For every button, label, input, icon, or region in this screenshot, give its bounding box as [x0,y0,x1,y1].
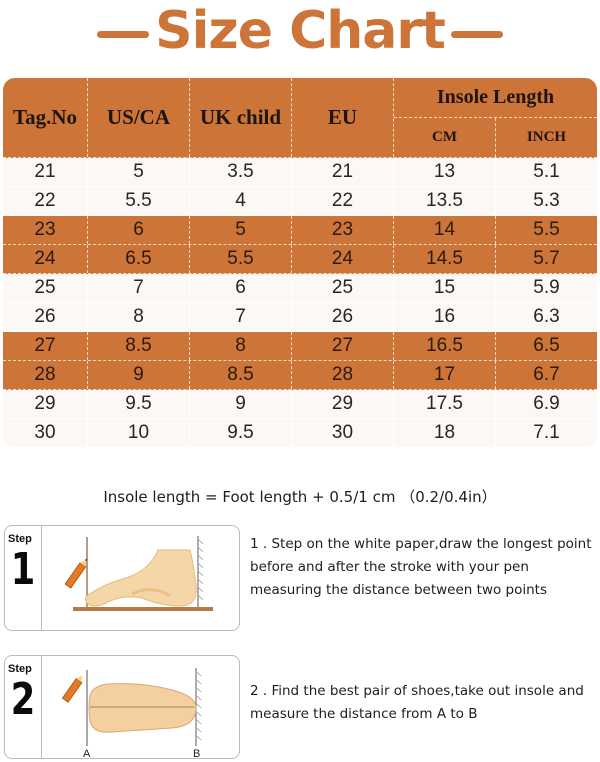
header-us-ca: US/CA [88,78,190,157]
cell-uk-child: 4 [190,187,292,215]
cell-tag-no: 30 [3,419,88,447]
cell-us-ca: 5 [88,158,190,186]
cell-eu: 25 [292,274,394,302]
title-left-dash [97,30,150,38]
cell-us-ca: 6 [88,216,190,244]
cell-eu: 21 [292,158,394,186]
table-row: 26 8 7 26 16 6.3 [3,303,597,332]
table-row: 30 10 9.5 30 18 7.1 [3,419,597,448]
insole-formula: Insole length = Foot length + 0.5/1 cm （… [103,488,497,506]
cell-eu: 24 [292,245,394,273]
cell-uk-child: 9.5 [190,419,292,447]
cell-us-ca: 8.5 [88,332,190,360]
step-1-instruction: 1 . Step on the white paper,draw the lon… [250,536,592,598]
cell-cm: 18 [394,419,496,447]
table-row: 29 9.5 9 29 17.5 6.9 [3,390,597,419]
cell-inch: 5.3 [533,190,560,211]
step-1-number: 1 [10,544,36,595]
table-row: 27 8.5 8 27 16.5 6.5 [3,332,597,361]
cell-cm: 15 [394,274,496,302]
cell-inch: 5.7 [533,248,560,269]
step-1-label-text: Step [8,533,32,545]
cell-inch: 6.5 [533,335,560,356]
table-header: Tag.No US/CA UK child EU Insole Length C… [3,78,597,158]
table-row: 24 6.5 5.5 24 14.5 5.7 [3,245,597,274]
table-row: 23 6 5 23 14 5.5 [3,216,597,245]
cell-cm: 17.5 [394,390,496,418]
cell-us-ca: 10 [88,419,190,447]
cell-inch: 6.3 [533,306,560,327]
step-2-label-text: Step [8,663,32,675]
header-insole-length-group: Insole Length CM INCH [394,78,597,157]
marker-a: A [83,748,91,759]
cell-cm: 14.5 [394,245,496,273]
foot-on-paper-icon [64,536,213,611]
cell-tag-no: 23 [3,216,88,244]
table-row: 22 5.5 4 22 13.5 5.3 [3,187,597,216]
table-row: 25 7 6 25 15 5.9 [3,274,597,303]
cell-cm: 16.5 [394,332,496,360]
cell-inch: 5.1 [533,161,560,182]
header-tag-no: Tag.No [3,78,88,157]
cell-cm: 16 [394,303,496,331]
cell-cm: 14 [394,216,496,244]
step-2-instruction: 2 . Find the best pair of shoes,take out… [250,683,584,722]
header-inch: INCH [526,129,567,145]
cell-us-ca: 7 [88,274,190,302]
cell-eu: 23 [292,216,394,244]
marker-b: B [193,748,200,759]
cell-eu: 22 [292,187,394,215]
cell-uk-child: 8.5 [190,361,292,389]
cell-inch: 7.1 [533,422,560,443]
cell-tag-no: 21 [3,158,88,186]
size-table: Tag.No US/CA UK child EU Insole Length C… [3,78,597,448]
title-right-dash [450,30,503,38]
cell-tag-no: 24 [3,245,88,273]
cell-uk-child: 3.5 [190,158,292,186]
cell-eu: 28 [292,361,394,389]
cell-tag-no: 29 [3,390,88,418]
cell-inch: 6.9 [533,393,560,414]
cell-us-ca: 9 [88,361,190,389]
header-insole-length: Insole Length [394,78,597,118]
cell-cm: 17 [394,361,496,389]
header-uk-child: UK child [190,78,292,157]
cell-us-ca: 6.5 [88,245,190,273]
cell-tag-no: 28 [3,361,88,389]
cell-uk-child: 7 [190,303,292,331]
header-cm: CM [394,118,496,157]
step-2-illustration: Step 2 A B [4,655,240,759]
title-text: Size Chart [155,1,446,61]
cell-uk-child: 6 [190,274,292,302]
cell-uk-child: 5.5 [190,245,292,273]
cell-uk-child: 8 [190,332,292,360]
cell-cm: 13.5 [394,187,496,215]
cell-inch: 5.5 [533,219,560,240]
cell-inch: 6.7 [533,364,560,385]
foot-measure-a-to-b-icon: A B [61,668,202,759]
header-eu: EU [292,78,394,157]
cell-uk-child: 5 [190,216,292,244]
step-2-label: Step 2 [5,656,42,758]
cell-eu: 29 [292,390,394,418]
cell-eu: 27 [292,332,394,360]
table-row: 28 9 8.5 28 17 6.7 [3,361,597,390]
cell-us-ca: 9.5 [88,390,190,418]
step-1-illustration: Step 1 [4,525,240,631]
cell-inch: 5.9 [533,277,560,298]
step-2-number: 2 [10,674,36,725]
cell-eu: 26 [292,303,394,331]
cell-tag-no: 26 [3,303,88,331]
cell-us-ca: 5.5 [88,187,190,215]
cell-tag-no: 27 [3,332,88,360]
cell-uk-child: 9 [190,390,292,418]
size-chart-title: Size Chart [0,0,600,62]
cell-tag-no: 25 [3,274,88,302]
cell-tag-no: 22 [3,187,88,215]
cell-cm: 13 [394,158,496,186]
table-row: 21 5 3.5 21 13 5.1 [3,158,597,187]
cell-us-ca: 8 [88,303,190,331]
step-1-label: Step 1 [5,526,42,630]
cell-eu: 30 [292,419,394,447]
